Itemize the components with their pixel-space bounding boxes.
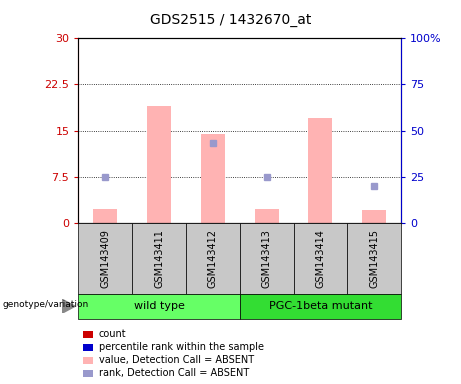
Text: value, Detection Call = ABSENT: value, Detection Call = ABSENT [99,355,254,365]
Bar [93,209,118,223]
Text: PGC-1beta mutant: PGC-1beta mutant [269,301,372,311]
Bar [254,209,279,223]
Bar [201,134,225,223]
Text: GSM143412: GSM143412 [208,229,218,288]
Text: GSM143411: GSM143411 [154,229,164,288]
Text: GDS2515 / 1432670_at: GDS2515 / 1432670_at [150,13,311,27]
Text: percentile rank within the sample: percentile rank within the sample [99,342,264,352]
Polygon shape [62,300,75,313]
Text: GSM143413: GSM143413 [261,229,272,288]
Text: genotype/variation: genotype/variation [2,300,89,309]
Text: wild type: wild type [134,301,184,311]
Text: rank, Detection Call = ABSENT: rank, Detection Call = ABSENT [99,368,249,378]
Bar [362,210,386,223]
Bar [308,118,332,223]
Text: GSM143409: GSM143409 [100,229,110,288]
Text: count: count [99,329,126,339]
Text: GSM143415: GSM143415 [369,229,379,288]
Bar [147,106,171,223]
Text: GSM143414: GSM143414 [315,229,325,288]
